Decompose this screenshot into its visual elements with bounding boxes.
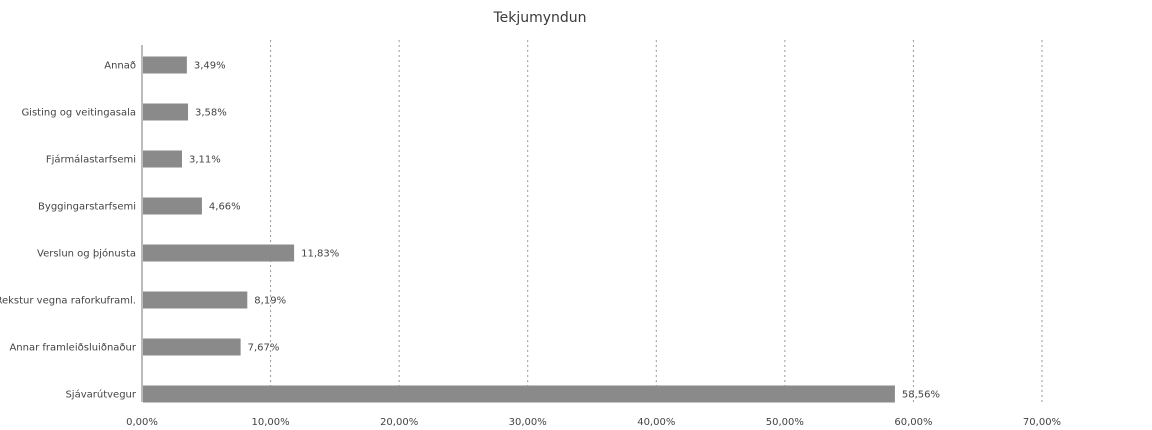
category-label: Byggingarstarfsemi [38,202,136,213]
category-label: Sjávarútvegur [65,389,136,401]
bar [143,150,182,168]
data-label: 11,83% [301,249,339,260]
bar [143,103,189,121]
category-label: Verslun og þjónusta [37,248,136,260]
x-tick-label: 50,00% [766,417,804,428]
data-label: 3,11% [189,155,221,166]
x-tick-label: 70,00% [1023,417,1061,428]
x-tick-label: 40,00% [637,417,675,428]
x-tick-label: 10,00% [252,417,290,428]
bar [143,338,241,356]
category-label: Fjármálastarfsemi [46,154,136,166]
category-label: Rekstur vegna raforkuframl. [0,296,136,307]
gridlines [141,40,1043,402]
data-label: 58,56% [902,390,940,401]
x-tick-label: 20,00% [380,417,418,428]
category-labels: Annað Gisting og veitingasala Fjármálastar… [0,61,137,401]
data-label: 3,58% [195,108,227,119]
data-label: 3,49% [194,61,226,72]
bar [143,56,187,74]
data-label: 8,19% [254,296,286,307]
bar [143,197,202,215]
bar [143,385,895,403]
category-label: Gisting og veitingasala [21,108,136,119]
x-tick-label: 30,00% [509,417,547,428]
data-label: 7,67% [248,343,280,354]
category-label: Annað [104,61,136,72]
x-tick-label: 60,00% [894,417,932,428]
category-label: Annar framleiðsluiðnaður [9,343,136,354]
bars [143,56,895,403]
data-label: 4,66% [209,202,241,213]
x-tick-label: 0,00% [126,417,158,428]
chart-title: Tekjumyndun [492,10,586,26]
bar [143,244,295,262]
x-axis-ticks: 0,00% 10,00% 20,00% 30,00% 40,00% 50,00% 60,00… [126,417,1061,428]
bar [143,291,248,309]
data-labels: 3,49% 3,58% 3,11% 4,66% 11,83% 8,19% 7,67% 58,5… [189,61,940,401]
